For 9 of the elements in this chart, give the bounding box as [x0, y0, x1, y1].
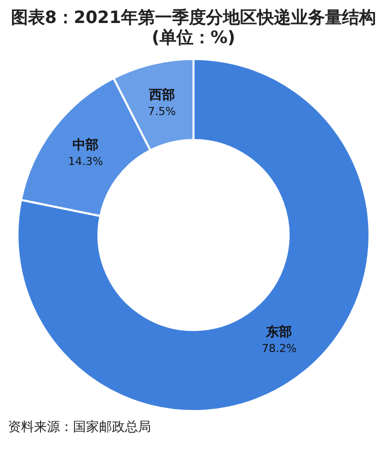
chart-subtitle: (单位：%) — [150, 28, 236, 48]
data-label: 14.3% — [68, 154, 104, 168]
data-label: 78.2% — [262, 342, 297, 355]
chart-title: 图表8：2021年第一季度分地区快递业务量结构 — [10, 8, 378, 28]
slice-label: 中部 — [72, 136, 99, 153]
data-label: 7.5% — [148, 105, 176, 118]
slice-label: 西部 — [148, 87, 175, 104]
text: 资料来源：国家邮政总局 — [8, 419, 151, 436]
slice-label: 东部 — [265, 324, 292, 340]
